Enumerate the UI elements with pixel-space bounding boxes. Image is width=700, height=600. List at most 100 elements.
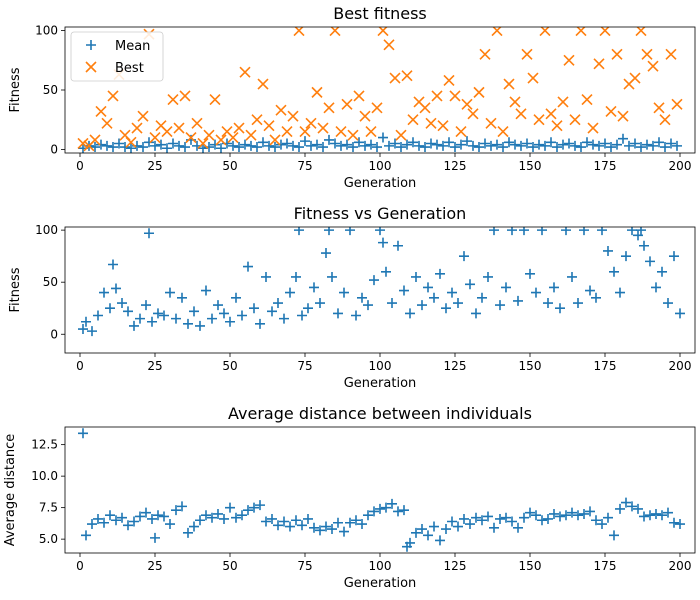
mean-point [624, 140, 634, 151]
mean-point [120, 142, 130, 153]
best-point [641, 48, 653, 60]
mean-point [384, 140, 394, 151]
series-point [465, 279, 475, 290]
series-point [633, 230, 643, 241]
legend-label: Best [115, 61, 144, 76]
series-point [519, 227, 529, 236]
best-point [419, 102, 431, 114]
series-point [123, 306, 133, 317]
mean-point [612, 139, 622, 150]
series-point [99, 287, 109, 298]
best-point [257, 78, 269, 90]
series-point [633, 503, 643, 514]
series-point [213, 300, 223, 311]
mean-point [90, 142, 100, 153]
best-point [545, 108, 557, 120]
mean-point [486, 140, 496, 151]
series-point [147, 316, 157, 327]
mean-point [150, 140, 160, 151]
series-point [639, 511, 649, 522]
mean-point [528, 142, 538, 153]
mean-point [270, 142, 280, 153]
series-point [645, 256, 655, 267]
series-point [639, 240, 649, 251]
mean-point [468, 140, 478, 151]
series-point [291, 515, 301, 526]
series-point [285, 287, 295, 298]
mean-point [162, 143, 172, 153]
series-point [357, 519, 367, 530]
x-tick-label: 100 [369, 359, 392, 373]
series-point [669, 251, 679, 262]
series-point [399, 285, 409, 296]
best-point [443, 74, 455, 87]
series-point [171, 313, 181, 324]
series-point [513, 295, 523, 306]
mean-point [618, 133, 628, 144]
series-point [237, 310, 247, 321]
mean-point [324, 134, 334, 145]
series-point [99, 517, 109, 528]
mean-point [588, 139, 598, 150]
best-point [281, 126, 293, 138]
mean-point [378, 132, 388, 143]
series-point [129, 516, 139, 527]
chart-title: Average distance between individuals [228, 404, 532, 423]
best-point [215, 134, 227, 146]
series-point [525, 268, 535, 279]
series-point [393, 240, 403, 251]
series-point [615, 503, 625, 514]
mean-point [522, 138, 532, 149]
series-point [441, 303, 451, 314]
series-point [135, 511, 145, 522]
mean-point [498, 142, 508, 153]
series-point [207, 313, 217, 324]
x-tick-label: 150 [519, 559, 542, 573]
series-point [150, 532, 160, 543]
chart-title: Fitness vs Generation [294, 204, 467, 223]
best-point [239, 66, 251, 78]
series-point [579, 227, 589, 236]
mean-point [504, 137, 514, 148]
mean-point [426, 138, 436, 149]
series-point [519, 512, 529, 523]
x-tick-label: 75 [297, 559, 312, 573]
best-point [275, 104, 287, 116]
series-point [597, 227, 607, 236]
series-point [201, 285, 211, 296]
series-point [81, 316, 91, 327]
axes-frame [64, 226, 696, 354]
x-tick-label: 50 [222, 559, 237, 573]
legend-marker-best [85, 61, 97, 73]
x-tick-label: 100 [369, 559, 392, 573]
series-point [531, 287, 541, 298]
series-point [375, 503, 385, 514]
plot-area [77, 27, 683, 153]
best-point [371, 102, 383, 114]
best-point [395, 129, 407, 141]
series-point [261, 516, 271, 527]
best-point [77, 137, 89, 150]
best-point [461, 98, 473, 110]
mean-point [156, 139, 166, 150]
y-axis-label: Fitness [8, 67, 23, 112]
series-point [549, 508, 559, 519]
series-point [279, 516, 289, 527]
series-point [543, 513, 553, 524]
best-point [449, 90, 461, 102]
best-point [191, 117, 203, 129]
series-point [585, 506, 595, 517]
mean-point [546, 137, 556, 148]
series-point [141, 507, 151, 518]
best-point [407, 114, 419, 126]
series-point [636, 227, 646, 236]
mean-point [450, 142, 460, 153]
series-point [627, 501, 637, 512]
series-point [423, 282, 433, 293]
x-tick-label: 0 [76, 159, 84, 173]
best-point [425, 117, 437, 129]
series-point [108, 259, 118, 270]
series-point [657, 266, 667, 277]
best-point [569, 114, 581, 126]
chart-panel-1: Best fitness 0 25 50 75 100 125 150 175 200 0 50 100… [8, 4, 696, 191]
